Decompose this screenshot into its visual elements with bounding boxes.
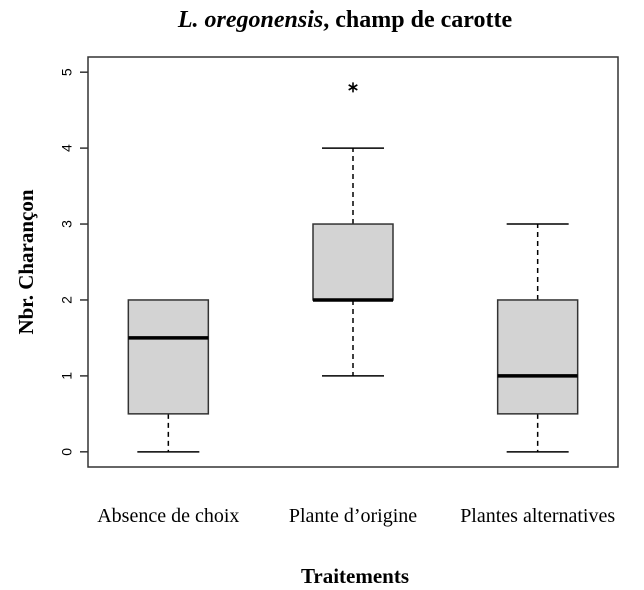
x-axis-label: Traitements	[301, 564, 409, 588]
chart-title: L. oregonensis, champ de carotte	[177, 7, 513, 33]
y-tick-label: 3	[59, 220, 75, 228]
box	[127, 299, 210, 415]
x-tick-label: Plantes alternatives	[460, 505, 615, 527]
y-tick-label: 5	[59, 68, 75, 76]
box	[312, 223, 394, 301]
y-tick-label: 4	[59, 144, 75, 152]
y-tick-label: 0	[59, 448, 75, 456]
outlier	[348, 82, 358, 93]
y-tick-label: 1	[59, 372, 75, 380]
y-tick-label: 2	[59, 296, 75, 304]
y-axis-label: Nbr. Charançon	[14, 189, 38, 334]
box	[496, 299, 579, 415]
outlier-stroke	[348, 84, 358, 91]
x-tick-label: Plante d’origine	[289, 505, 417, 527]
x-tick-label: Absence de choix	[97, 505, 239, 527]
plot-frame	[87, 56, 619, 468]
title-rest: , champ de carotte	[323, 7, 512, 33]
title-species: L. oregonensis	[177, 7, 323, 33]
